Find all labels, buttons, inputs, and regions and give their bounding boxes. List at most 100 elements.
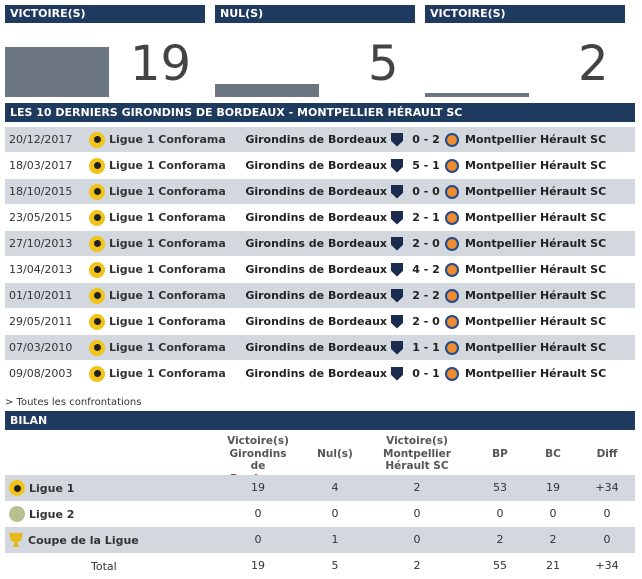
bilan-cell-bc: 19 [546, 481, 560, 494]
match-competition: Ligue 1 Conforama [89, 131, 239, 148]
bilan-cell-bp: 0 [496, 507, 504, 520]
match-competition: Ligue 1 Conforama [89, 209, 239, 226]
bilan-cell-home-wins: 19 [251, 481, 265, 494]
competition-label: Ligue 1 Conforama [109, 211, 226, 224]
competition-label: Ligue 1 Conforama [109, 341, 226, 354]
home-team: Girondins de Bordeaux [245, 263, 387, 276]
match-score[interactable]: 0 - 1 [412, 367, 440, 380]
match-row[interactable]: 18/03/2017 Ligue 1 Conforama Girondins de … [5, 153, 635, 178]
bordeaux-crest-icon [391, 314, 403, 329]
match-row[interactable]: 18/10/2015 Ligue 1 Conforama Girondins de … [5, 179, 635, 204]
match-competition: Ligue 1 Conforama [89, 157, 239, 174]
competition-name: Ligue 2 [29, 507, 75, 521]
away-team: Montpellier Hérault SC [465, 315, 607, 328]
away-team: Montpellier Hérault SC [465, 237, 607, 250]
ligue1-icon [89, 313, 105, 330]
away-wins-header: VICTOIRE(S) [425, 5, 625, 23]
match-date: 18/10/2015 [9, 185, 73, 198]
match-date: 07/03/2010 [9, 341, 73, 354]
ligue1-icon [89, 183, 105, 200]
match-row[interactable]: 27/10/2013 Ligue 1 Conforama Girondins de … [5, 231, 635, 256]
bilan-row: Total 19 5 2 55 21 +34 [5, 553, 635, 579]
match-row[interactable]: 29/05/2011 Ligue 1 Conforama Girondins de … [5, 309, 635, 334]
ligue1-icon [89, 287, 105, 304]
bordeaux-crest-icon [391, 366, 403, 381]
away-wins-bar [425, 93, 529, 97]
match-score[interactable]: 2 - 2 [412, 289, 440, 302]
competition-label: Ligue 1 Conforama [109, 133, 226, 146]
ligue1-icon [89, 339, 105, 356]
montpellier-crest-icon [445, 236, 459, 251]
match-score[interactable]: 2 - 0 [412, 315, 440, 328]
last-matches-title: LES 10 DERNIERS GIRONDINS DE BORDEAUX - … [5, 103, 635, 122]
competition-label: Ligue 1 Conforama [109, 263, 226, 276]
match-score[interactable]: 4 - 2 [412, 263, 440, 276]
trophy-icon [9, 533, 23, 547]
montpellier-crest-icon [445, 132, 459, 147]
match-score[interactable]: 1 - 1 [412, 341, 440, 354]
col-away-wins: Victoire(s) Montpellier Hérault SC [383, 435, 451, 472]
bilan-cell-bp: 53 [493, 481, 507, 494]
match-score[interactable]: 2 - 1 [412, 211, 440, 224]
away-team: Montpellier Hérault SC [465, 159, 607, 172]
all-matches-link[interactable]: > Toutes les confrontations [5, 397, 142, 408]
montpellier-crest-icon [445, 314, 459, 329]
match-competition: Ligue 1 Conforama [89, 287, 239, 304]
montpellier-crest-icon [445, 184, 459, 199]
home-team: Girondins de Bordeaux [245, 185, 387, 198]
match-score[interactable]: 0 - 0 [412, 185, 440, 198]
bilan-cell-diff: +34 [595, 481, 619, 494]
away-team: Montpellier Hérault SC [465, 185, 607, 198]
bilan-row: Coupe de la Ligue 0 1 0 2 2 0 [5, 527, 635, 553]
match-row[interactable]: 20/12/2017 Ligue 1 Conforama Girondins de … [5, 127, 635, 152]
col-diff: Diff [596, 448, 618, 460]
away-team: Montpellier Hérault SC [465, 367, 607, 380]
bordeaux-crest-icon [391, 158, 403, 173]
match-score[interactable]: 5 - 1 [412, 159, 440, 172]
ligue1-icon [89, 209, 105, 226]
home-team: Girondins de Bordeaux [245, 315, 387, 328]
match-competition: Ligue 1 Conforama [89, 313, 239, 330]
away-team: Montpellier Hérault SC [465, 289, 607, 302]
bilan-cell-draws: 5 [331, 559, 339, 572]
bilan-cell-home-wins: 0 [254, 533, 262, 546]
match-row[interactable]: 07/03/2010 Ligue 1 Conforama Girondins de … [5, 335, 635, 360]
match-row[interactable]: 13/04/2013 Ligue 1 Conforama Girondins de … [5, 257, 635, 282]
draws-bar [215, 84, 319, 97]
bordeaux-crest-icon [391, 288, 403, 303]
bilan-cell-home-wins: 0 [254, 507, 262, 520]
col-bc: BC [545, 448, 561, 460]
bilan-cell-draws: 0 [331, 507, 339, 520]
match-score[interactable]: 0 - 2 [412, 133, 440, 146]
bilan-cell-away-wins: 0 [413, 507, 421, 520]
match-date: 18/03/2017 [9, 159, 73, 172]
montpellier-crest-icon [445, 158, 459, 173]
match-row[interactable]: 09/08/2003 Ligue 1 Conforama Girondins de … [5, 361, 635, 386]
ligue1-icon [89, 365, 105, 382]
home-team: Girondins de Bordeaux [245, 289, 387, 302]
draws-count: 5 [368, 36, 399, 92]
ligue1-icon [89, 235, 105, 252]
bilan-cell-diff: 0 [603, 507, 611, 520]
bilan-row: Ligue 2 0 0 0 0 0 0 [5, 501, 635, 527]
ligue1-icon [89, 261, 105, 278]
match-date: 23/05/2015 [9, 211, 73, 224]
home-team: Girondins de Bordeaux [245, 211, 387, 224]
match-competition: Ligue 1 Conforama [89, 261, 239, 278]
bilan-row-label: Total [91, 553, 117, 579]
montpellier-crest-icon [445, 340, 459, 355]
bilan-cell-bc: 21 [546, 559, 560, 572]
competition-name: Total [91, 559, 117, 573]
match-score[interactable]: 2 - 0 [412, 237, 440, 250]
match-date: 01/10/2011 [9, 289, 73, 302]
bilan-cell-bp: 55 [493, 559, 507, 572]
away-wins-count: 2 [578, 36, 609, 92]
draws-header: NUL(S) [215, 5, 415, 23]
match-date: 29/05/2011 [9, 315, 73, 328]
match-competition: Ligue 1 Conforama [89, 365, 239, 382]
home-wins-bar [5, 47, 109, 97]
bilan-row-label: Ligue 2 [9, 501, 74, 527]
match-row[interactable]: 23/05/2015 Ligue 1 Conforama Girondins de … [5, 205, 635, 230]
match-row[interactable]: 01/10/2011 Ligue 1 Conforama Girondins de … [5, 283, 635, 308]
bordeaux-crest-icon [391, 340, 403, 355]
